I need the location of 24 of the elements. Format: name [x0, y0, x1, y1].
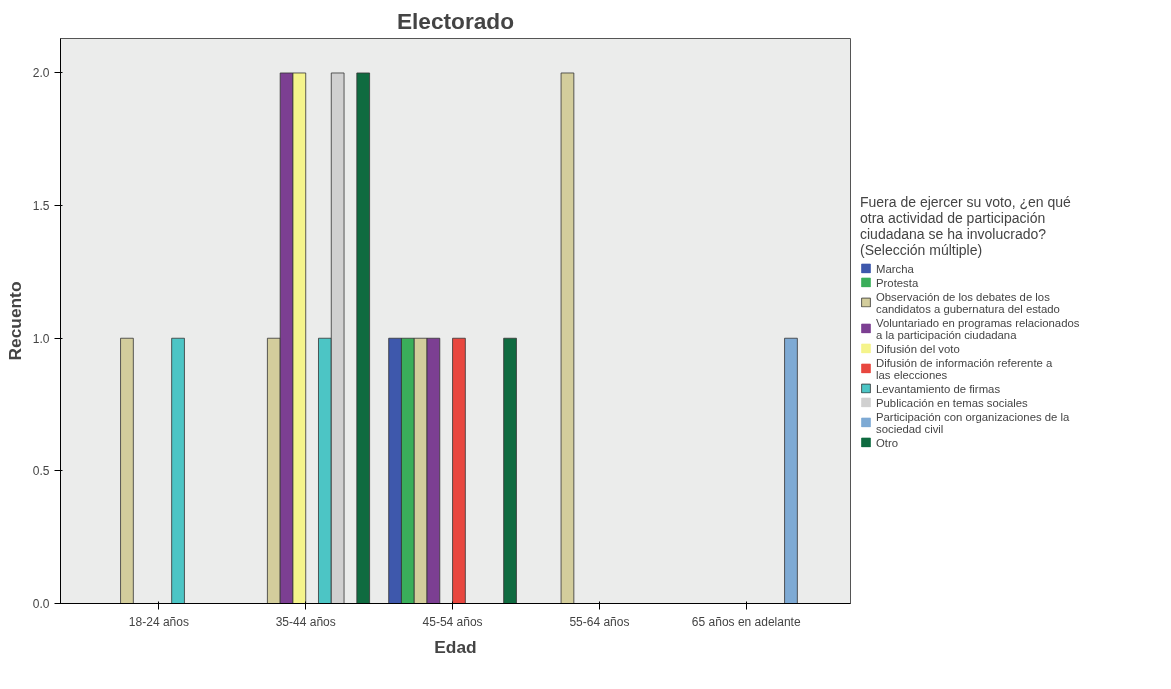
legend-label: Difusión de información referente a las elecciones — [876, 356, 1053, 380]
legend-label: Protesta — [876, 276, 919, 288]
legend-label: Difusión del voto — [876, 342, 960, 354]
legend-label: Publicación en temas sociales — [876, 396, 1028, 408]
legend-label: Observación de los debates de los candidatos a gubernatura del estado — [876, 290, 1060, 314]
y-tick-label: 1.0 — [32, 331, 50, 346]
x-tick-label: 35-44 años — [275, 614, 336, 629]
x-tick-label: 18-24 años — [128, 614, 189, 629]
x-axis-title: Edad — [434, 636, 477, 657]
legend-title: Fuera de ejercer su voto, ¿en qué otra actividad de participación ciudadana se ha involucrado? (Selección múltiple) — [860, 193, 1072, 257]
chart-title: Electorado — [396, 7, 515, 34]
x-tick-label: 45-54 años — [422, 614, 483, 629]
legend-label: Participación con organizaciones de la sociedad civil — [876, 410, 1070, 434]
y-tick-label: 0.5 — [32, 464, 50, 479]
legend-label: Levantamiento de firmas — [876, 382, 1001, 394]
legend-label: Voluntariado en programas relacionados a la participación ciudadana — [876, 316, 1080, 340]
y-axis-title: Recuento — [4, 281, 25, 361]
legend-label: Otro — [876, 436, 899, 448]
x-tick-label: 55-64 años — [569, 614, 630, 629]
legend-label: Marcha — [876, 262, 914, 274]
y-tick-label: 2.0 — [32, 66, 50, 81]
y-tick-label: 0.0 — [32, 597, 50, 611]
x-tick-label: 65 años en adelante — [691, 614, 801, 629]
y-tick-label: 1.5 — [32, 199, 50, 214]
